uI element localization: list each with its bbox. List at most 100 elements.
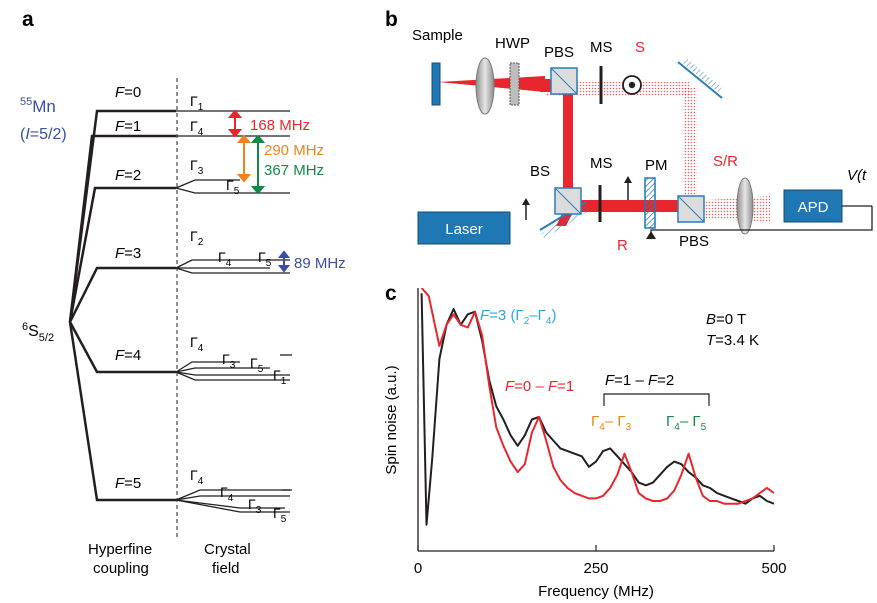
gamma-f4-1: Γ4 bbox=[190, 334, 204, 354]
hwp-label: HWP bbox=[495, 35, 530, 52]
svg-text:55Mn: 55Mn bbox=[20, 96, 56, 116]
split-367-label: 367 MHz bbox=[264, 162, 324, 179]
splitting-arrows bbox=[227, 109, 291, 273]
spin-value: =5/2) bbox=[30, 126, 67, 143]
gamma-f3-1: Γ2 bbox=[190, 228, 204, 248]
spin-var: I bbox=[25, 126, 30, 143]
gamma-f5-3: Γ3 bbox=[248, 496, 262, 516]
f-level-1: F=1 bbox=[115, 118, 141, 135]
annotation-f01: F=0 – F=1 bbox=[505, 378, 574, 395]
gamma-f5-2: Γ4 bbox=[220, 484, 234, 504]
v-label: V(t bbox=[847, 167, 867, 184]
chart-c: 0 250 500 Spin noise (a.u.) Frequency (MHz… bbox=[383, 288, 787, 600]
pm-modulator bbox=[644, 177, 656, 229]
annotation-f3: F=3 (Γ2–Γ4) bbox=[480, 307, 556, 327]
split-89-label: 89 MHz bbox=[294, 255, 346, 272]
panel-b-label: b bbox=[385, 8, 398, 31]
gamma-f4-3: Γ5 bbox=[250, 355, 264, 375]
ground-state-sub: 5/2 bbox=[39, 332, 54, 344]
ms-top-label: MS bbox=[590, 39, 613, 56]
x-tick-label: 250 bbox=[583, 560, 608, 577]
laser-label: Laser bbox=[445, 221, 483, 238]
f-level-3: F=3 bbox=[115, 245, 141, 262]
beam-horizontal bbox=[563, 200, 695, 212]
apd-box bbox=[783, 189, 843, 223]
gamma-f3-3: Γ5 bbox=[258, 249, 272, 269]
split-290-label: 290 MHz bbox=[264, 142, 324, 159]
bottom-left-label-1: Hyperfine bbox=[88, 541, 152, 558]
sr-label: S/R bbox=[713, 153, 738, 170]
param-b: B=0 T bbox=[706, 311, 746, 328]
gamma-f0-1: Γ1 bbox=[190, 93, 204, 113]
gamma-f1-1: Γ4 bbox=[190, 118, 204, 138]
f-level-5: F=5 bbox=[115, 475, 141, 492]
hwp-plate bbox=[509, 62, 520, 106]
crystal-field-lines bbox=[175, 110, 290, 513]
split-168-label: 168 MHz bbox=[250, 117, 310, 134]
x-tick-label: 500 bbox=[761, 560, 786, 577]
lens-2 bbox=[736, 177, 754, 235]
spin-open: ( bbox=[20, 126, 26, 143]
arrow-290 bbox=[236, 134, 252, 183]
pm-label: PM bbox=[645, 157, 668, 174]
f-level-0: F=0 bbox=[115, 84, 141, 101]
laser-box bbox=[417, 211, 511, 245]
setup-labels: Sample HWP PBS MS S BS MS PM S/R V(t PBS… bbox=[412, 27, 867, 254]
param-t: T=3.4 K bbox=[706, 332, 759, 349]
r-label: R bbox=[617, 237, 628, 254]
signal-beam-right bbox=[683, 88, 697, 208]
gamma-f4-4: Γ1 bbox=[273, 367, 287, 387]
f-labels: F=0 F=1 F=2 F=3 F=4 F=5 bbox=[115, 84, 141, 492]
ground-state-main: S bbox=[28, 323, 39, 340]
lens-1 bbox=[475, 57, 495, 115]
bs-label: BS bbox=[530, 163, 550, 180]
sample-block bbox=[431, 62, 441, 106]
svg-text:(I=5/2): (I=5/2) bbox=[20, 126, 67, 143]
panel-a-label: a bbox=[22, 8, 34, 31]
sample-label: Sample bbox=[412, 27, 463, 44]
y-axis-label: Spin noise (a.u.) bbox=[383, 365, 400, 474]
annotation-f12: F=1 – F=2 bbox=[605, 372, 674, 389]
gamma-labels: Γ1 Γ4 Γ3 Γ5 Γ2 Γ4 Γ5 Γ4 Γ3 Γ5 Γ1 Γ4 Γ4 Γ… bbox=[190, 93, 287, 525]
apd-label: APD bbox=[798, 199, 829, 216]
series-fit bbox=[420, 288, 774, 505]
pbs-bottom-label: PBS bbox=[679, 233, 709, 250]
bottom-right-label-1: Crystal bbox=[204, 541, 251, 558]
bottom-left-label-2: coupling bbox=[93, 560, 149, 577]
ground-state-label: 6S5/2 bbox=[22, 321, 54, 344]
beam-vertical bbox=[563, 83, 573, 213]
gamma-f5-1: Γ4 bbox=[190, 467, 204, 487]
s-label: S bbox=[635, 39, 645, 56]
gamma-f3-2: Γ4 bbox=[218, 249, 232, 269]
annotation-g43: Γ4– Γ3 bbox=[591, 413, 632, 433]
x-tick-label: 0 bbox=[414, 560, 422, 577]
series-measured bbox=[420, 293, 774, 526]
gamma-f2-1: Γ3 bbox=[190, 157, 204, 177]
hyperfine-fan bbox=[68, 109, 176, 502]
gamma-f2-2: Γ5 bbox=[226, 177, 240, 197]
ms-mid-label: MS bbox=[590, 155, 613, 172]
arrow-168 bbox=[227, 109, 243, 138]
short-level-dashes bbox=[280, 354, 292, 491]
x-ticks: 0 250 500 bbox=[414, 545, 787, 577]
isotope-element: Mn bbox=[32, 97, 56, 116]
panel-c-label: c bbox=[385, 282, 397, 305]
mirror-top bbox=[677, 61, 723, 99]
ground-state-pre: 6 bbox=[22, 321, 28, 333]
isotope-mass: 55 bbox=[20, 96, 32, 108]
signal-beam-top bbox=[545, 82, 690, 96]
gamma-f5-4: Γ5 bbox=[273, 505, 287, 525]
gamma-f4-2: Γ3 bbox=[222, 351, 236, 371]
isotope-label: 55Mn (I=5/2) bbox=[20, 96, 67, 143]
f-level-4: F=4 bbox=[115, 347, 141, 364]
annotation-g45: Γ4– Γ5 bbox=[666, 413, 707, 433]
arrow-89 bbox=[277, 250, 291, 273]
arrow-367 bbox=[250, 134, 266, 195]
bracket-f12 bbox=[603, 393, 710, 406]
f-level-2: F=2 bbox=[115, 167, 141, 184]
bottom-right-label-2: field bbox=[212, 560, 240, 577]
x-axis-label: Frequency (MHz) bbox=[538, 583, 654, 600]
pbs-top-label: PBS bbox=[544, 44, 574, 61]
optical-setup: APD Laser bbox=[417, 57, 873, 245]
